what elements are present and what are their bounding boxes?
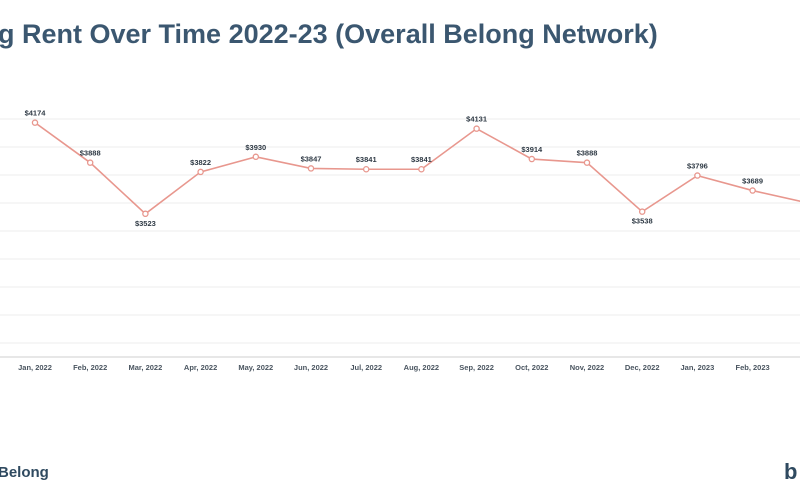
logo: b: [784, 459, 797, 484]
value-label: $3538: [632, 217, 653, 226]
point: [694, 172, 701, 179]
value-label: $3796: [687, 162, 708, 171]
point: [197, 168, 204, 176]
value-label: $3888: [577, 149, 598, 158]
value-label: $3930: [245, 143, 266, 152]
point: [583, 159, 591, 166]
x-tick-label: May, 2022: [238, 363, 273, 372]
x-tick-label: Oct, 2022: [515, 363, 548, 372]
x-tick-label: Sep, 2022: [459, 363, 494, 372]
x-tick-label: Apr, 2022: [184, 363, 217, 372]
value-label: $3847: [301, 154, 322, 163]
chart-title: g Rent Over Time 2022-23 (Overall Belong…: [0, 19, 658, 49]
point: [86, 159, 94, 166]
point: [418, 166, 425, 173]
x-tick-label: Mar, 2022: [129, 363, 163, 372]
value-label: $4131: [466, 115, 487, 124]
x-tick-label: Aug, 2022: [404, 363, 439, 372]
value-label: $3841: [411, 155, 432, 164]
x-tick-label: Dec, 2022: [625, 363, 660, 372]
x-tick-label: Jan, 2023: [681, 363, 715, 372]
point: [473, 125, 480, 132]
x-tick-label: Jun, 2022: [294, 363, 328, 372]
footer-brand: Belong: [0, 464, 49, 481]
value-label: $3523: [135, 219, 156, 228]
x-tick-label: Nov, 2022: [570, 363, 604, 372]
x-tick-label: Feb, 2023: [736, 363, 770, 372]
point: [362, 166, 370, 173]
point: [252, 153, 260, 161]
point: [142, 210, 149, 218]
point: [749, 187, 756, 194]
value-label: $3822: [190, 158, 211, 167]
x-tick-label: Jan, 2022: [18, 363, 52, 372]
x-tick-label: Feb, 2022: [73, 363, 107, 372]
value-label: $3841: [356, 155, 377, 164]
series-line: [34, 121, 800, 215]
x-tick-label: Jul, 2022: [350, 363, 382, 372]
value-label: $3689: [742, 177, 763, 186]
value-label: $3914: [521, 145, 543, 154]
value-label: $4174: [25, 109, 47, 118]
value-label: $3888: [80, 149, 101, 158]
point: [638, 208, 646, 215]
point: [528, 155, 536, 163]
point: [307, 165, 315, 172]
point: [31, 119, 39, 126]
